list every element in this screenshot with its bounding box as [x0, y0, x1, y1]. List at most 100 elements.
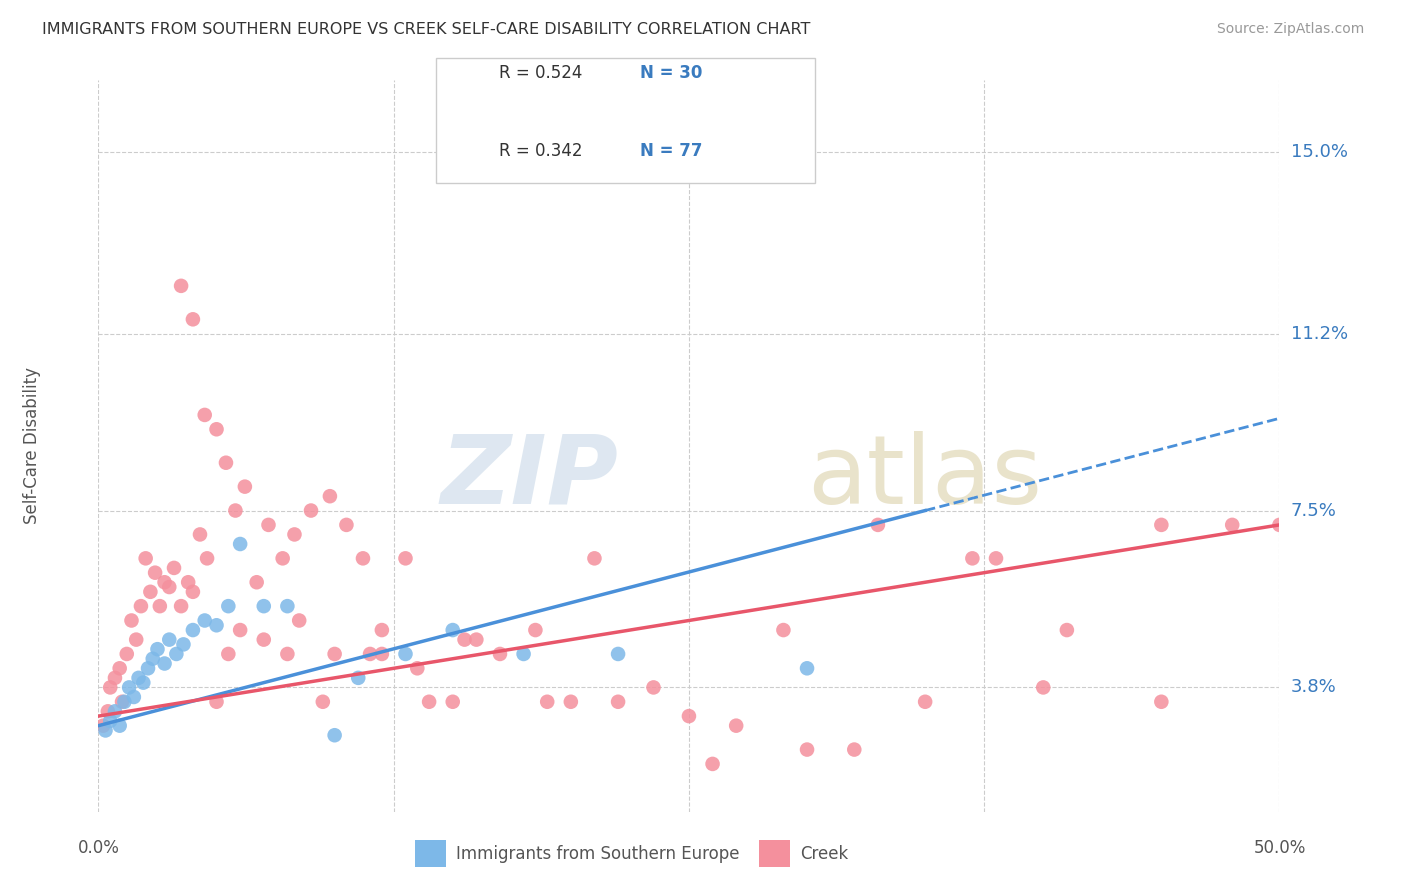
- Point: [465, 632, 488, 647]
- Point: [163, 561, 186, 575]
- Point: [170, 599, 193, 614]
- Point: [1268, 517, 1291, 532]
- Point: [91, 719, 114, 733]
- Point: [643, 681, 665, 695]
- Point: [115, 647, 138, 661]
- Text: N = 77: N = 77: [640, 142, 702, 160]
- FancyBboxPatch shape: [759, 840, 790, 867]
- Point: [205, 422, 228, 436]
- Text: 7.5%: 7.5%: [1291, 501, 1337, 519]
- Point: [132, 675, 155, 690]
- Point: [170, 278, 193, 293]
- Point: [1150, 517, 1173, 532]
- Point: [299, 503, 322, 517]
- Point: [177, 575, 200, 590]
- Point: [112, 695, 135, 709]
- Point: [489, 647, 512, 661]
- Text: Creek: Creek: [800, 845, 848, 863]
- Point: [108, 719, 131, 733]
- Point: [1032, 681, 1054, 695]
- Point: [536, 695, 558, 709]
- Point: [1150, 695, 1173, 709]
- Point: [253, 599, 276, 614]
- Point: [796, 661, 818, 675]
- Point: [276, 647, 298, 661]
- Point: [104, 671, 127, 685]
- Point: [194, 614, 217, 628]
- Point: [195, 551, 218, 566]
- Point: [319, 489, 342, 503]
- Point: [253, 632, 276, 647]
- FancyBboxPatch shape: [415, 840, 446, 867]
- Point: [143, 566, 166, 580]
- Point: [97, 704, 120, 718]
- Point: [962, 551, 984, 566]
- Point: [984, 551, 1007, 566]
- Point: [224, 503, 246, 517]
- Point: [111, 695, 134, 709]
- Point: [702, 756, 724, 771]
- Point: [246, 575, 269, 590]
- Point: [271, 551, 294, 566]
- Text: Immigrants from Southern Europe: Immigrants from Southern Europe: [456, 845, 740, 863]
- Text: Self-Care Disability: Self-Care Disability: [22, 368, 41, 524]
- Text: 15.0%: 15.0%: [1291, 143, 1347, 161]
- Text: 3.8%: 3.8%: [1291, 679, 1336, 697]
- Point: [165, 647, 187, 661]
- Point: [866, 517, 889, 532]
- Point: [418, 695, 440, 709]
- Point: [181, 584, 204, 599]
- Point: [257, 517, 280, 532]
- Point: [128, 671, 150, 685]
- Point: [844, 742, 866, 756]
- Point: [194, 408, 217, 422]
- Point: [229, 623, 252, 637]
- Point: [453, 632, 475, 647]
- Point: [312, 695, 335, 709]
- Point: [394, 647, 416, 661]
- Point: [1220, 517, 1243, 532]
- Point: [149, 599, 172, 614]
- Text: 0.0%: 0.0%: [77, 839, 120, 857]
- Point: [323, 647, 346, 661]
- Point: [524, 623, 547, 637]
- Point: [276, 599, 298, 614]
- Point: [607, 647, 630, 661]
- Point: [796, 742, 818, 756]
- Point: [153, 657, 176, 671]
- Point: [139, 584, 162, 599]
- Point: [153, 575, 176, 590]
- Point: [229, 537, 252, 551]
- Point: [371, 647, 394, 661]
- Point: [394, 551, 416, 566]
- Point: [441, 695, 464, 709]
- FancyBboxPatch shape: [457, 134, 488, 168]
- Point: [157, 580, 180, 594]
- Point: [142, 651, 165, 665]
- Point: [335, 517, 357, 532]
- Point: [125, 632, 148, 647]
- Point: [352, 551, 374, 566]
- Text: atlas: atlas: [807, 431, 1042, 524]
- FancyBboxPatch shape: [457, 73, 488, 107]
- Point: [108, 661, 131, 675]
- Point: [136, 661, 159, 675]
- Point: [323, 728, 346, 742]
- Point: [215, 456, 238, 470]
- Point: [217, 647, 239, 661]
- Point: [98, 714, 121, 728]
- Point: [283, 527, 305, 541]
- Text: R = 0.524: R = 0.524: [499, 64, 599, 82]
- Point: [118, 681, 141, 695]
- Point: [772, 623, 794, 637]
- Point: [188, 527, 211, 541]
- Point: [288, 614, 311, 628]
- Text: N = 30: N = 30: [640, 64, 702, 82]
- Point: [725, 719, 748, 733]
- Text: R = 0.342: R = 0.342: [499, 142, 599, 160]
- Point: [205, 618, 228, 632]
- Point: [129, 599, 152, 614]
- Point: [914, 695, 936, 709]
- Point: [441, 623, 464, 637]
- Point: [104, 704, 127, 718]
